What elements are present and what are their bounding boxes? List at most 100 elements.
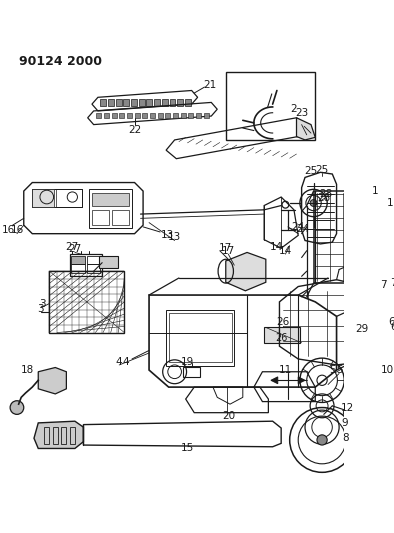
Bar [177, 99, 183, 106]
Bar [53, 427, 58, 444]
Bar [158, 112, 163, 118]
Polygon shape [271, 377, 278, 384]
Bar [56, 189, 82, 207]
Text: 17: 17 [219, 243, 232, 253]
Bar [32, 189, 54, 207]
Bar [135, 112, 140, 118]
Text: 1: 1 [372, 186, 378, 196]
Text: 12: 12 [341, 402, 354, 413]
Bar [154, 99, 160, 106]
Text: 2: 2 [291, 104, 297, 114]
Bar [139, 99, 145, 106]
Polygon shape [297, 118, 315, 140]
Text: 13: 13 [168, 232, 181, 242]
Bar [116, 99, 122, 106]
Bar [314, 191, 383, 283]
Bar [204, 112, 209, 118]
Text: 15: 15 [181, 443, 194, 454]
Bar [71, 264, 85, 273]
Bar [61, 427, 66, 444]
Bar [185, 99, 191, 106]
Bar [165, 112, 170, 118]
Bar [44, 427, 49, 444]
Text: 28: 28 [319, 189, 332, 199]
Text: 29: 29 [355, 324, 369, 334]
Polygon shape [298, 377, 305, 384]
Bar [264, 327, 300, 343]
Text: 18: 18 [20, 365, 34, 375]
Text: 16: 16 [10, 225, 24, 235]
Bar [188, 112, 193, 118]
Text: 6: 6 [388, 317, 394, 327]
Text: 1: 1 [387, 198, 394, 208]
Bar [100, 99, 106, 106]
Text: 27: 27 [66, 243, 79, 252]
Text: 4: 4 [116, 357, 123, 367]
Bar [112, 112, 117, 118]
Circle shape [317, 435, 327, 445]
Circle shape [10, 401, 24, 414]
Bar [108, 99, 114, 106]
Bar [162, 99, 168, 106]
Bar [119, 112, 125, 118]
Bar [169, 313, 232, 362]
Bar [147, 99, 152, 106]
Polygon shape [38, 367, 66, 394]
Bar [87, 264, 100, 273]
Text: 90124 2000: 90124 2000 [19, 55, 102, 68]
Bar [127, 112, 132, 118]
Text: 23: 23 [295, 108, 308, 118]
Bar [196, 112, 201, 118]
Text: 9: 9 [341, 418, 348, 428]
Text: 27: 27 [68, 244, 82, 254]
Bar [226, 72, 315, 140]
Bar [112, 210, 130, 225]
Bar [92, 210, 109, 225]
Text: 16: 16 [2, 225, 15, 235]
Bar [131, 99, 137, 106]
Bar [150, 112, 155, 118]
Text: 13: 13 [160, 230, 174, 240]
Bar [49, 271, 125, 333]
Text: 20: 20 [222, 411, 235, 421]
Bar [96, 112, 101, 118]
Bar [87, 256, 100, 264]
Text: 17: 17 [222, 246, 235, 256]
Bar [166, 310, 234, 366]
Bar [89, 189, 132, 228]
Text: 5: 5 [329, 365, 336, 375]
Text: 21: 21 [203, 80, 216, 91]
Text: 25: 25 [316, 165, 329, 175]
Text: 24: 24 [292, 222, 305, 232]
Text: 5: 5 [336, 365, 342, 375]
Text: 3: 3 [37, 304, 44, 314]
Text: 19: 19 [181, 357, 194, 367]
Text: 22: 22 [128, 125, 141, 135]
Bar [173, 112, 178, 118]
Text: 14: 14 [279, 246, 292, 256]
Text: 25: 25 [305, 166, 318, 175]
Text: 8: 8 [342, 433, 348, 443]
Text: 7: 7 [380, 280, 387, 290]
Bar [70, 254, 102, 276]
Polygon shape [366, 287, 392, 361]
Text: 24: 24 [296, 223, 309, 233]
Bar [99, 256, 117, 268]
Text: 14: 14 [269, 243, 282, 252]
Text: 10: 10 [381, 365, 394, 375]
Text: 11: 11 [279, 365, 292, 375]
Bar [32, 189, 82, 207]
Text: 28: 28 [317, 193, 331, 203]
Text: 26: 26 [276, 317, 290, 327]
Circle shape [310, 199, 317, 206]
Text: 6: 6 [390, 322, 394, 333]
Bar [70, 427, 75, 444]
Circle shape [361, 357, 392, 387]
Bar [142, 112, 147, 118]
Text: 26: 26 [275, 333, 287, 343]
Bar [169, 99, 175, 106]
Bar [183, 367, 200, 377]
Polygon shape [34, 421, 84, 448]
Polygon shape [226, 253, 266, 291]
Bar [92, 193, 130, 206]
